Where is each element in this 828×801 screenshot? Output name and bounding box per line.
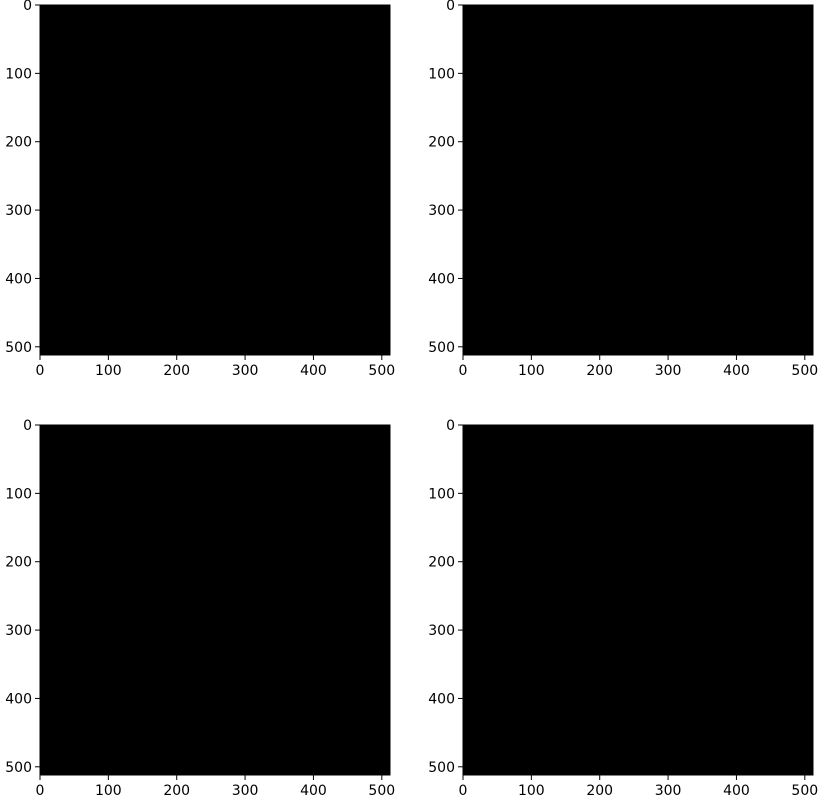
panel-image-blue-channel: .p3 .bg{fill:#1818e6;}.p3 .tis{fill:#040…	[462, 424, 814, 776]
x-tick-label: 500	[368, 783, 395, 799]
panel-blue-channel: .p3 .bg{fill:#1818e6;}.p3 .tis{fill:#040…	[428, 418, 818, 799]
x-tick-label: 0	[459, 363, 468, 379]
y-tick-label: 0	[23, 418, 32, 434]
y-tick-label: 400	[5, 271, 32, 287]
y-tick-label: 500	[428, 340, 455, 356]
y-tick-label: 200	[5, 135, 32, 151]
y-tick-label: 500	[5, 760, 32, 776]
panel-original: .p0 .bg{fill:#efe9e2;}.p0 .tis{fill:#a06…	[5, 0, 395, 379]
x-tick-label: 300	[232, 783, 259, 799]
x-tick-label: 0	[459, 783, 468, 799]
x-tick-label: 500	[791, 783, 818, 799]
y-tick-label: 100	[428, 66, 455, 82]
x-tick-label: 200	[586, 363, 613, 379]
x-tick-label: 0	[36, 783, 45, 799]
y-tick-label: 0	[23, 0, 32, 14]
y-tick-label: 500	[428, 760, 455, 776]
x-tick-label: 0	[36, 363, 45, 379]
panel-image-green-channel: .p2 .bg{fill:#22e02a;}.p2 .tis{fill:#0b4…	[39, 424, 391, 776]
x-tick-label: 200	[163, 783, 190, 799]
x-tick-label: 400	[723, 783, 750, 799]
x-tick-label: 200	[586, 783, 613, 799]
y-tick-label: 200	[5, 555, 32, 571]
y-tick-label: 300	[5, 623, 32, 639]
y-tick-label: 100	[5, 66, 32, 82]
y-tick-label: 400	[5, 691, 32, 707]
y-tick-label: 400	[428, 271, 455, 287]
y-tick-label: 300	[5, 203, 32, 219]
panel-image-red-channel: .p1 .bg{fill:#e81010;}.p1 .tis{fill:#5a0…	[462, 4, 814, 356]
y-tick-label: 100	[5, 486, 32, 502]
x-tick-label: 300	[655, 363, 682, 379]
y-tick-label: 300	[428, 203, 455, 219]
x-tick-label: 500	[791, 363, 818, 379]
x-tick-label: 400	[300, 783, 327, 799]
y-tick-label: 500	[5, 340, 32, 356]
x-tick-label: 500	[368, 363, 395, 379]
x-tick-label: 400	[300, 363, 327, 379]
y-tick-label: 0	[446, 418, 455, 434]
panel-red-channel: .p1 .bg{fill:#e81010;}.p1 .tis{fill:#5a0…	[428, 0, 818, 379]
x-tick-label: 300	[232, 363, 259, 379]
y-tick-label: 200	[428, 555, 455, 571]
y-tick-label: 300	[428, 623, 455, 639]
x-tick-label: 100	[95, 783, 122, 799]
panel-green-channel: .p2 .bg{fill:#22e02a;}.p2 .tis{fill:#0b4…	[5, 418, 395, 799]
x-tick-label: 300	[655, 783, 682, 799]
y-tick-label: 200	[428, 135, 455, 151]
x-tick-label: 400	[723, 363, 750, 379]
y-tick-label: 400	[428, 691, 455, 707]
x-tick-label: 200	[163, 363, 190, 379]
y-tick-label: 100	[428, 486, 455, 502]
x-tick-label: 100	[95, 363, 122, 379]
panel-image-original: .p0 .bg{fill:#efe9e2;}.p0 .tis{fill:#a06…	[39, 4, 391, 356]
x-tick-label: 100	[518, 783, 545, 799]
x-tick-label: 100	[518, 363, 545, 379]
y-tick-label: 0	[446, 0, 455, 14]
